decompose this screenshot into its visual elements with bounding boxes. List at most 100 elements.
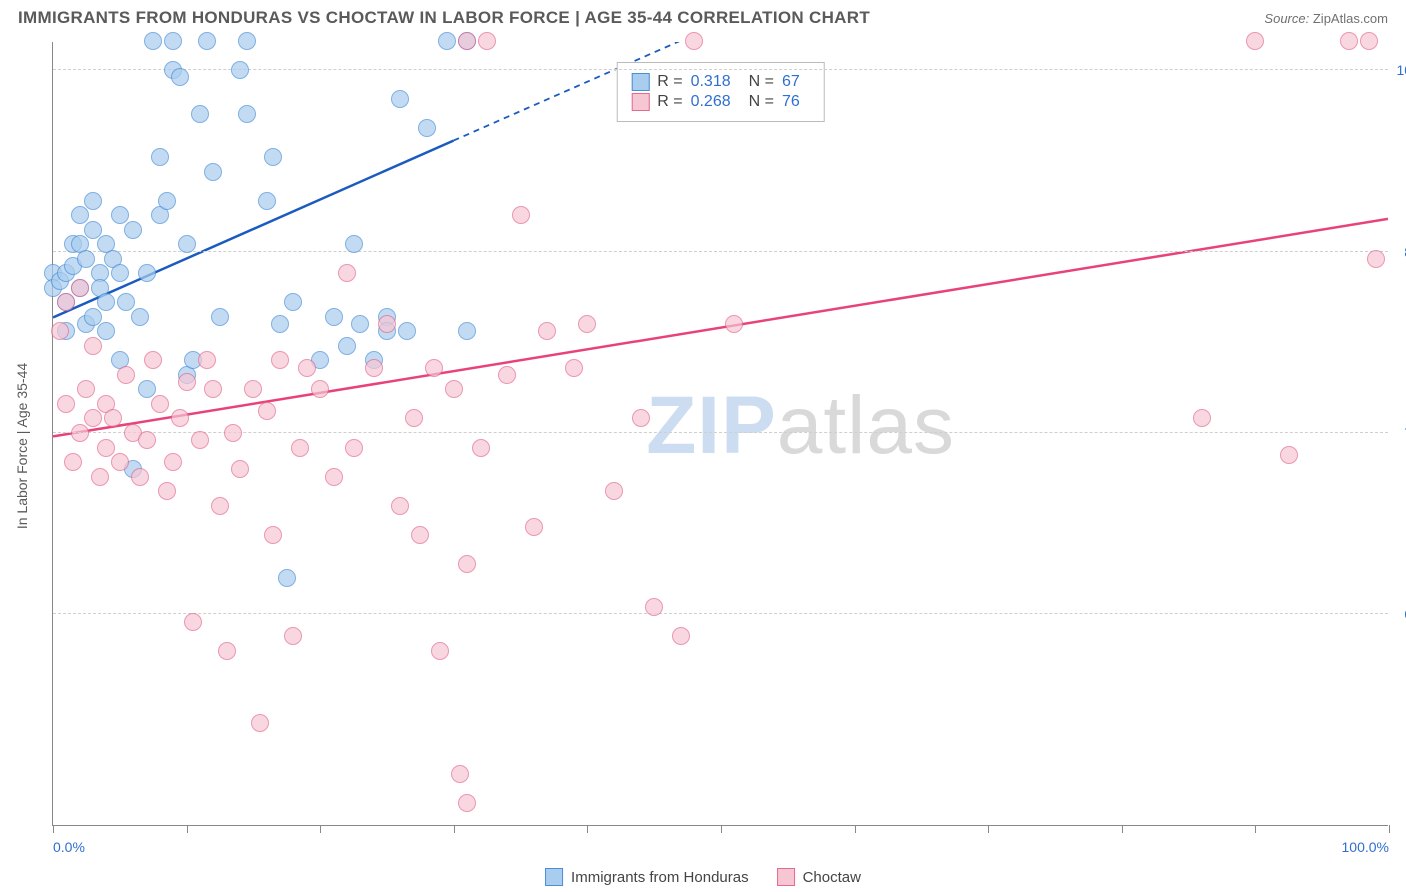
data-point (391, 497, 409, 515)
data-point (57, 395, 75, 413)
data-point (338, 337, 356, 355)
data-point (77, 380, 95, 398)
data-point (218, 642, 236, 660)
data-point (71, 206, 89, 224)
data-point (97, 293, 115, 311)
data-point (144, 351, 162, 369)
x-tick-label: 100.0% (1342, 839, 1389, 855)
data-point (1360, 32, 1378, 50)
legend-swatch (631, 93, 649, 111)
data-point (171, 409, 189, 427)
data-point (1193, 409, 1211, 427)
gridline (53, 251, 1388, 252)
legend-label: Immigrants from Honduras (571, 869, 749, 886)
x-tick-label: 0.0% (53, 839, 85, 855)
data-point (1246, 32, 1264, 50)
data-point (138, 264, 156, 282)
source-value: ZipAtlas.com (1313, 11, 1388, 26)
data-point (264, 526, 282, 544)
data-point (645, 598, 663, 616)
data-point (184, 613, 202, 631)
data-point (458, 794, 476, 812)
data-point (278, 569, 296, 587)
data-point (64, 453, 82, 471)
data-point (458, 32, 476, 50)
data-point (164, 32, 182, 50)
data-point (117, 366, 135, 384)
data-point (458, 322, 476, 340)
data-point (605, 482, 623, 500)
data-point (378, 315, 396, 333)
data-point (578, 315, 596, 333)
data-point (57, 293, 75, 311)
data-point (338, 264, 356, 282)
data-point (685, 32, 703, 50)
data-point (71, 424, 89, 442)
data-point (238, 32, 256, 50)
data-point (458, 555, 476, 573)
data-point (84, 221, 102, 239)
data-point (131, 308, 149, 326)
data-point (391, 90, 409, 108)
data-point (224, 424, 242, 442)
data-point (284, 627, 302, 645)
data-point (84, 337, 102, 355)
data-point (151, 395, 169, 413)
data-point (672, 627, 690, 645)
data-point (111, 206, 129, 224)
data-point (111, 264, 129, 282)
gridline (53, 613, 1388, 614)
r-label: R = (657, 73, 682, 91)
data-point (311, 380, 329, 398)
data-point (512, 206, 530, 224)
x-tick (454, 825, 455, 833)
data-point (84, 308, 102, 326)
x-tick (1255, 825, 1256, 833)
x-tick (1122, 825, 1123, 833)
trend-lines-layer (53, 42, 1388, 825)
data-point (325, 468, 343, 486)
legend-swatch (545, 868, 563, 886)
data-point (198, 32, 216, 50)
data-point (258, 402, 276, 420)
legend-swatch (631, 73, 649, 91)
data-point (204, 380, 222, 398)
data-point (325, 308, 343, 326)
data-point (77, 250, 95, 268)
watermark-zip: ZIP (646, 380, 777, 471)
source-attribution: Source: ZipAtlas.com (1264, 11, 1388, 26)
data-point (1280, 446, 1298, 464)
scatter-chart: ZIPatlas R =0.318N =67R =0.268N =76 62.5… (52, 42, 1388, 826)
data-point (1340, 32, 1358, 50)
data-point (472, 439, 490, 457)
gridline (53, 69, 1388, 70)
y-tick-label: 100.0% (1397, 62, 1406, 78)
data-point (538, 322, 556, 340)
x-tick (53, 825, 54, 833)
data-point (445, 380, 463, 398)
gridline (53, 432, 1388, 433)
data-point (97, 322, 115, 340)
data-point (211, 308, 229, 326)
data-point (151, 148, 169, 166)
data-point (725, 315, 743, 333)
data-point (438, 32, 456, 50)
data-point (211, 497, 229, 515)
chart-title: IMMIGRANTS FROM HONDURAS VS CHOCTAW IN L… (18, 8, 870, 28)
n-label: N = (749, 73, 774, 91)
data-point (238, 105, 256, 123)
data-point (191, 431, 209, 449)
data-point (84, 192, 102, 210)
data-point (365, 359, 383, 377)
data-point (117, 293, 135, 311)
data-point (231, 460, 249, 478)
legend-item: Immigrants from Honduras (545, 868, 749, 886)
n-label: N = (749, 93, 774, 111)
r-value: 0.268 (691, 93, 731, 111)
data-point (431, 642, 449, 660)
data-point (398, 322, 416, 340)
data-point (271, 351, 289, 369)
data-point (418, 119, 436, 137)
data-point (138, 380, 156, 398)
data-point (144, 32, 162, 50)
